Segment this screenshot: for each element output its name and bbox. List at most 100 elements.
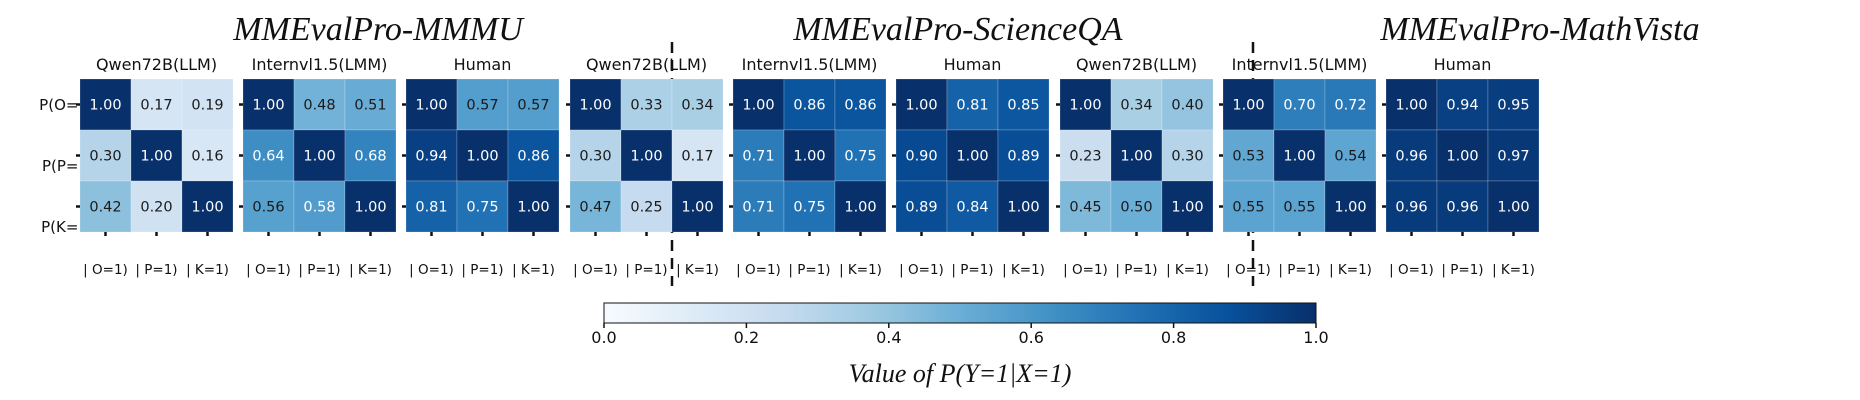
cell-value-label: 0.96 <box>1395 149 1427 165</box>
x-tick-label: | O=1) <box>246 262 291 278</box>
heatmap-cell <box>293 129 346 182</box>
cell-value-label: 1.00 <box>579 98 611 114</box>
heatmap-cell <box>507 180 560 233</box>
cell-value-label: 1.00 <box>415 98 447 114</box>
cell-value-label: 0.30 <box>1171 149 1203 165</box>
cell-value-label: 1.00 <box>252 98 284 114</box>
group-title-mmmu: MMEvalPro-MMMU <box>232 11 525 48</box>
cell-value-label: 0.25 <box>630 200 662 216</box>
cell-value-label: 0.71 <box>742 149 774 165</box>
cell-value-label: 1.00 <box>1120 149 1152 165</box>
heatmap-panel-mmevalpro-mathvista-human: Human 1.00 0.94 0.95 0.96 1.00 0.97 0.96 0.96 1.0… <box>1382 55 1540 278</box>
cell-value-label: 0.81 <box>956 98 988 114</box>
cell-value-label: 1.00 <box>793 149 825 165</box>
heatmap-cell <box>671 78 724 131</box>
panel-title: Human <box>454 55 512 74</box>
x-tick-label: | P=1) <box>135 262 177 278</box>
x-tick-label: | P=1) <box>1441 262 1483 278</box>
heatmap-cell <box>732 180 785 233</box>
heatmap-cell <box>344 129 397 182</box>
x-tick-label: | K=1) <box>676 262 719 278</box>
heatmap-cell <box>242 129 295 182</box>
group-title-mathvista: MMEvalPro-MathVista <box>1379 11 1699 48</box>
heatmap-cell <box>895 180 948 233</box>
cell-value-label: 0.96 <box>1395 200 1427 216</box>
cell-value-label: 0.17 <box>140 98 172 114</box>
cell-value-label: 0.50 <box>1120 200 1152 216</box>
colorbar-tick-label: 0.4 <box>876 328 901 347</box>
cell-value-label: 0.85 <box>1007 98 1039 114</box>
heatmap-cell <box>181 180 234 233</box>
x-tick-label: | O=1) <box>1063 262 1108 278</box>
heatmap-cell <box>344 180 397 233</box>
cell-value-label: 1.00 <box>140 149 172 165</box>
cell-value-label: 1.00 <box>742 98 774 114</box>
cell-value-label: 1.00 <box>1232 98 1264 114</box>
cell-value-label: 0.53 <box>1232 149 1264 165</box>
heatmap-cell <box>569 78 622 131</box>
cell-value-label: 0.17 <box>681 149 713 165</box>
heatmap-cell <box>783 180 836 233</box>
cell-value-label: 0.86 <box>844 98 876 114</box>
heatmap-cell <box>1161 78 1214 131</box>
cell-value-label: 0.89 <box>905 200 937 216</box>
x-tick-label: | K=1) <box>1492 262 1535 278</box>
cell-value-label: 1.00 <box>303 149 335 165</box>
heatmap-cell <box>79 78 132 131</box>
colorbar-gradient <box>603 302 1317 324</box>
x-tick-label: | P=1) <box>1278 262 1320 278</box>
cell-value-label: 1.00 <box>681 200 713 216</box>
panel-title: Qwen72B(LLM) <box>586 55 707 74</box>
colorbar-tick-label: 0.2 <box>734 328 759 347</box>
heatmap-panel-mmevalpro-mathvista-qwen72b-llm: Qwen72B(LLM) 1.00 0.34 0.40 0.23 1.00 0.30 0.45… <box>1056 55 1214 278</box>
cell-value-label: 0.30 <box>579 149 611 165</box>
cell-value-label: 0.84 <box>956 200 988 216</box>
cell-value-label: 0.57 <box>466 98 498 114</box>
cell-value-label: 0.55 <box>1232 200 1264 216</box>
heatmap-panel-mmevalpro-mmmu-internvl1-5-lmm: Internvl1.5(LMM) 1.00 0.48 0.51 0.64 1.00 0.68… <box>239 55 397 278</box>
heatmap-cell <box>1436 78 1489 131</box>
cell-value-label: 0.48 <box>303 98 335 114</box>
heatmap-panel-mmevalpro-mmmu-human: Human 1.00 0.57 0.57 0.94 1.00 0.86 0.81 0.75 1.0… <box>402 55 560 278</box>
cell-value-label: 1.00 <box>1395 98 1427 114</box>
x-tick-label: | O=1) <box>83 262 128 278</box>
cell-value-label: 1.00 <box>956 149 988 165</box>
panel-title: Qwen72B(LLM) <box>96 55 217 74</box>
cell-value-label: 0.45 <box>1069 200 1101 216</box>
cell-value-label: 0.51 <box>354 98 386 114</box>
x-tick-label: | O=1) <box>1226 262 1271 278</box>
heatmap-cell <box>1110 78 1163 131</box>
cell-value-label: 0.34 <box>681 98 713 114</box>
cell-value-label: 0.94 <box>415 149 447 165</box>
cell-value-label: 0.19 <box>191 98 223 114</box>
heatmap-cell <box>834 78 887 131</box>
heatmap-cell <box>1436 129 1489 182</box>
heatmap-cell <box>1273 180 1326 233</box>
panel-title: Human <box>1434 55 1492 74</box>
heatmap-cell <box>181 78 234 131</box>
cell-value-label: 0.86 <box>793 98 825 114</box>
x-tick-label: | K=1) <box>1166 262 1209 278</box>
cell-value-label: 0.64 <box>252 149 284 165</box>
cell-value-label: 0.95 <box>1497 98 1529 114</box>
panel-title: Internvl1.5(LMM) <box>742 55 878 74</box>
cell-value-label: 0.47 <box>579 200 611 216</box>
x-tick-label: | P=1) <box>1115 262 1157 278</box>
cell-value-label: 1.00 <box>630 149 662 165</box>
cell-value-label: 1.00 <box>1446 149 1478 165</box>
cell-value-label: 0.33 <box>630 98 662 114</box>
group-title-scienceqa: MMEvalPro-ScienceQA <box>792 11 1122 48</box>
panel-title: Internvl1.5(LMM) <box>252 55 388 74</box>
cell-value-label: 1.00 <box>354 200 386 216</box>
x-tick-label: | P=1) <box>298 262 340 278</box>
heatmap-cell <box>1110 129 1163 182</box>
x-tick-label: | O=1) <box>1389 262 1434 278</box>
colorbar-label: Value of P(Y=1|X=1) <box>849 359 1072 388</box>
heatmap-cell <box>620 78 673 131</box>
cell-value-label: 0.40 <box>1171 98 1203 114</box>
cell-value-label: 0.81 <box>415 200 447 216</box>
heatmap-cell <box>783 78 836 131</box>
cell-value-label: 1.00 <box>1283 149 1315 165</box>
x-tick-label: | K=1) <box>349 262 392 278</box>
cell-value-label: 1.00 <box>1497 200 1529 216</box>
